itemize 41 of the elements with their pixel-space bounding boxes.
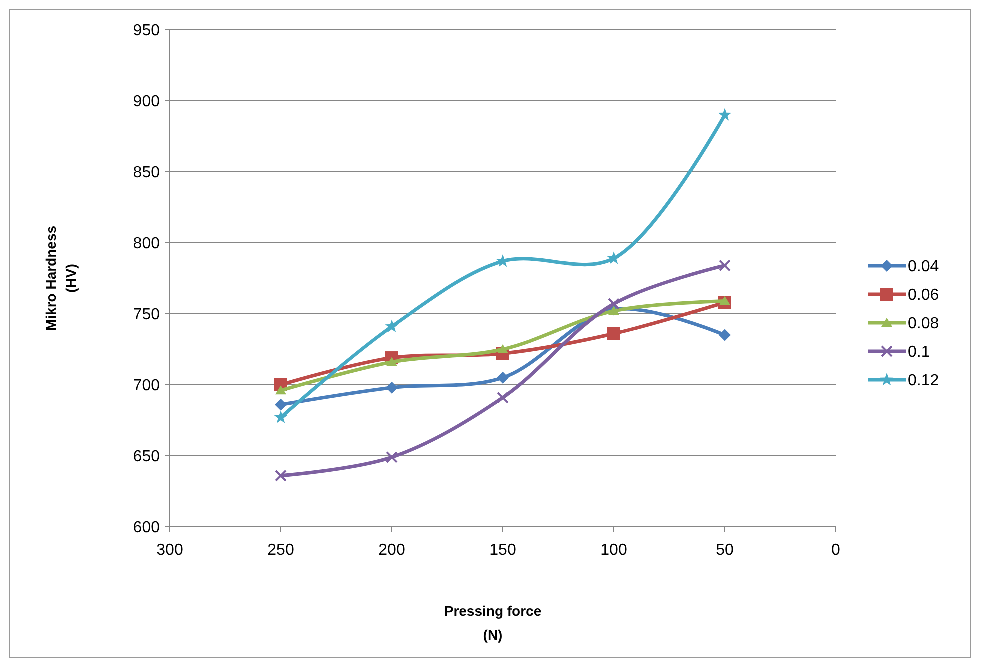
point — [385, 320, 399, 332]
point — [718, 108, 732, 121]
legend-label: 0.1 — [908, 344, 930, 362]
point — [275, 470, 287, 482]
x-tick-label: 50 — [716, 542, 734, 559]
point — [498, 344, 508, 354]
point — [719, 329, 731, 342]
x-tick-label: 0 — [832, 542, 841, 559]
point — [607, 252, 621, 264]
x-tick-label: 250 — [268, 542, 294, 559]
point — [386, 357, 398, 366]
x-axis-title: Pressing force (N) — [444, 603, 542, 643]
legend-label: 0.08 — [908, 316, 940, 333]
point — [608, 327, 620, 340]
y-axis-title: Mikro Hardness (HV) — [43, 226, 79, 332]
point — [608, 306, 620, 316]
y-tick-label: 850 — [133, 164, 160, 182]
point — [386, 451, 398, 464]
point — [274, 410, 288, 424]
x-tick-label: 100 — [600, 542, 628, 559]
legend-label: 0.04 — [908, 258, 940, 276]
y-tick-label: 650 — [133, 448, 160, 466]
x-tick-label: 150 — [490, 542, 516, 559]
point — [275, 398, 287, 411]
legend-label: 0.06 — [908, 287, 940, 304]
y-tick-label: 700 — [133, 378, 160, 395]
y-tick-label: 800 — [133, 236, 160, 253]
y-tick-label: 900 — [133, 94, 160, 111]
y-tick-label: 600 — [133, 520, 160, 537]
point — [276, 386, 286, 395]
x-tick-label: 200 — [378, 542, 406, 559]
y-tick-label: 950 — [133, 22, 160, 40]
point — [386, 382, 398, 394]
point — [720, 296, 730, 306]
point — [497, 372, 509, 384]
point — [608, 298, 620, 310]
legend-label: 0.12 — [908, 372, 940, 390]
y-tick-label: 750 — [133, 306, 160, 324]
point — [497, 392, 509, 404]
x-tick-label: 300 — [156, 542, 184, 559]
point — [719, 260, 731, 272]
